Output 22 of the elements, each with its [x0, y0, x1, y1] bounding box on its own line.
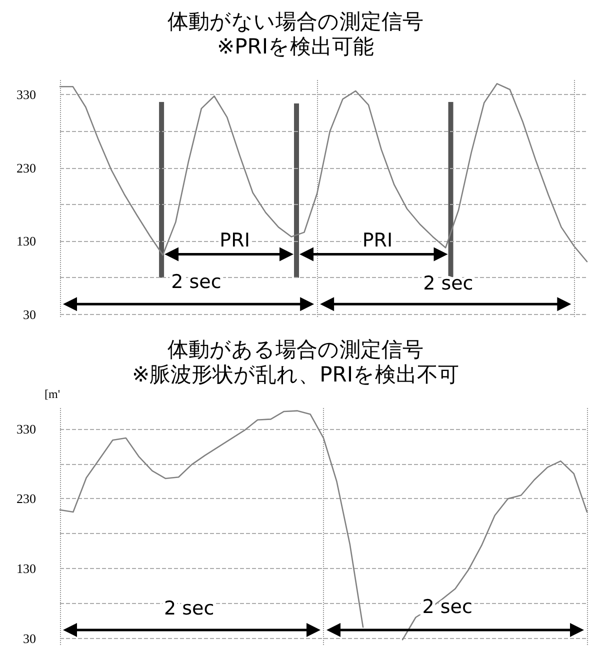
annotation: PRI	[220, 229, 250, 252]
y-tick-label: 130	[16, 234, 36, 249]
chart-title: 体動がない場合の測定信号	[168, 10, 424, 34]
annotation: 2 sec	[164, 597, 214, 620]
y-tick-label: 230	[16, 160, 36, 176]
y-tick-label: 30	[23, 306, 36, 322]
annotation: 2 sec	[171, 271, 222, 294]
annotation: 2 sec	[423, 272, 474, 295]
chart-subtitle: ※脈波形状が乱れ、PRIを検出不可	[132, 362, 460, 386]
line-series	[59, 83, 588, 262]
line-series	[402, 460, 588, 640]
chart-subtitle: ※PRIを検出可能	[216, 34, 374, 58]
y-axis-title: [m'	[44, 387, 60, 401]
annotation: 2 sec	[422, 596, 472, 618]
y-tick-label: 230	[16, 491, 36, 506]
line-series	[59, 410, 364, 628]
y-tick-label: 130	[16, 561, 36, 576]
y-tick-label: 30	[23, 630, 36, 646]
annotation: PRI	[362, 229, 393, 252]
y-tick-label: 330	[16, 87, 36, 102]
chart-title: 体動がある場合の測定信号	[168, 338, 424, 362]
y-tick-label: 330	[16, 421, 36, 436]
